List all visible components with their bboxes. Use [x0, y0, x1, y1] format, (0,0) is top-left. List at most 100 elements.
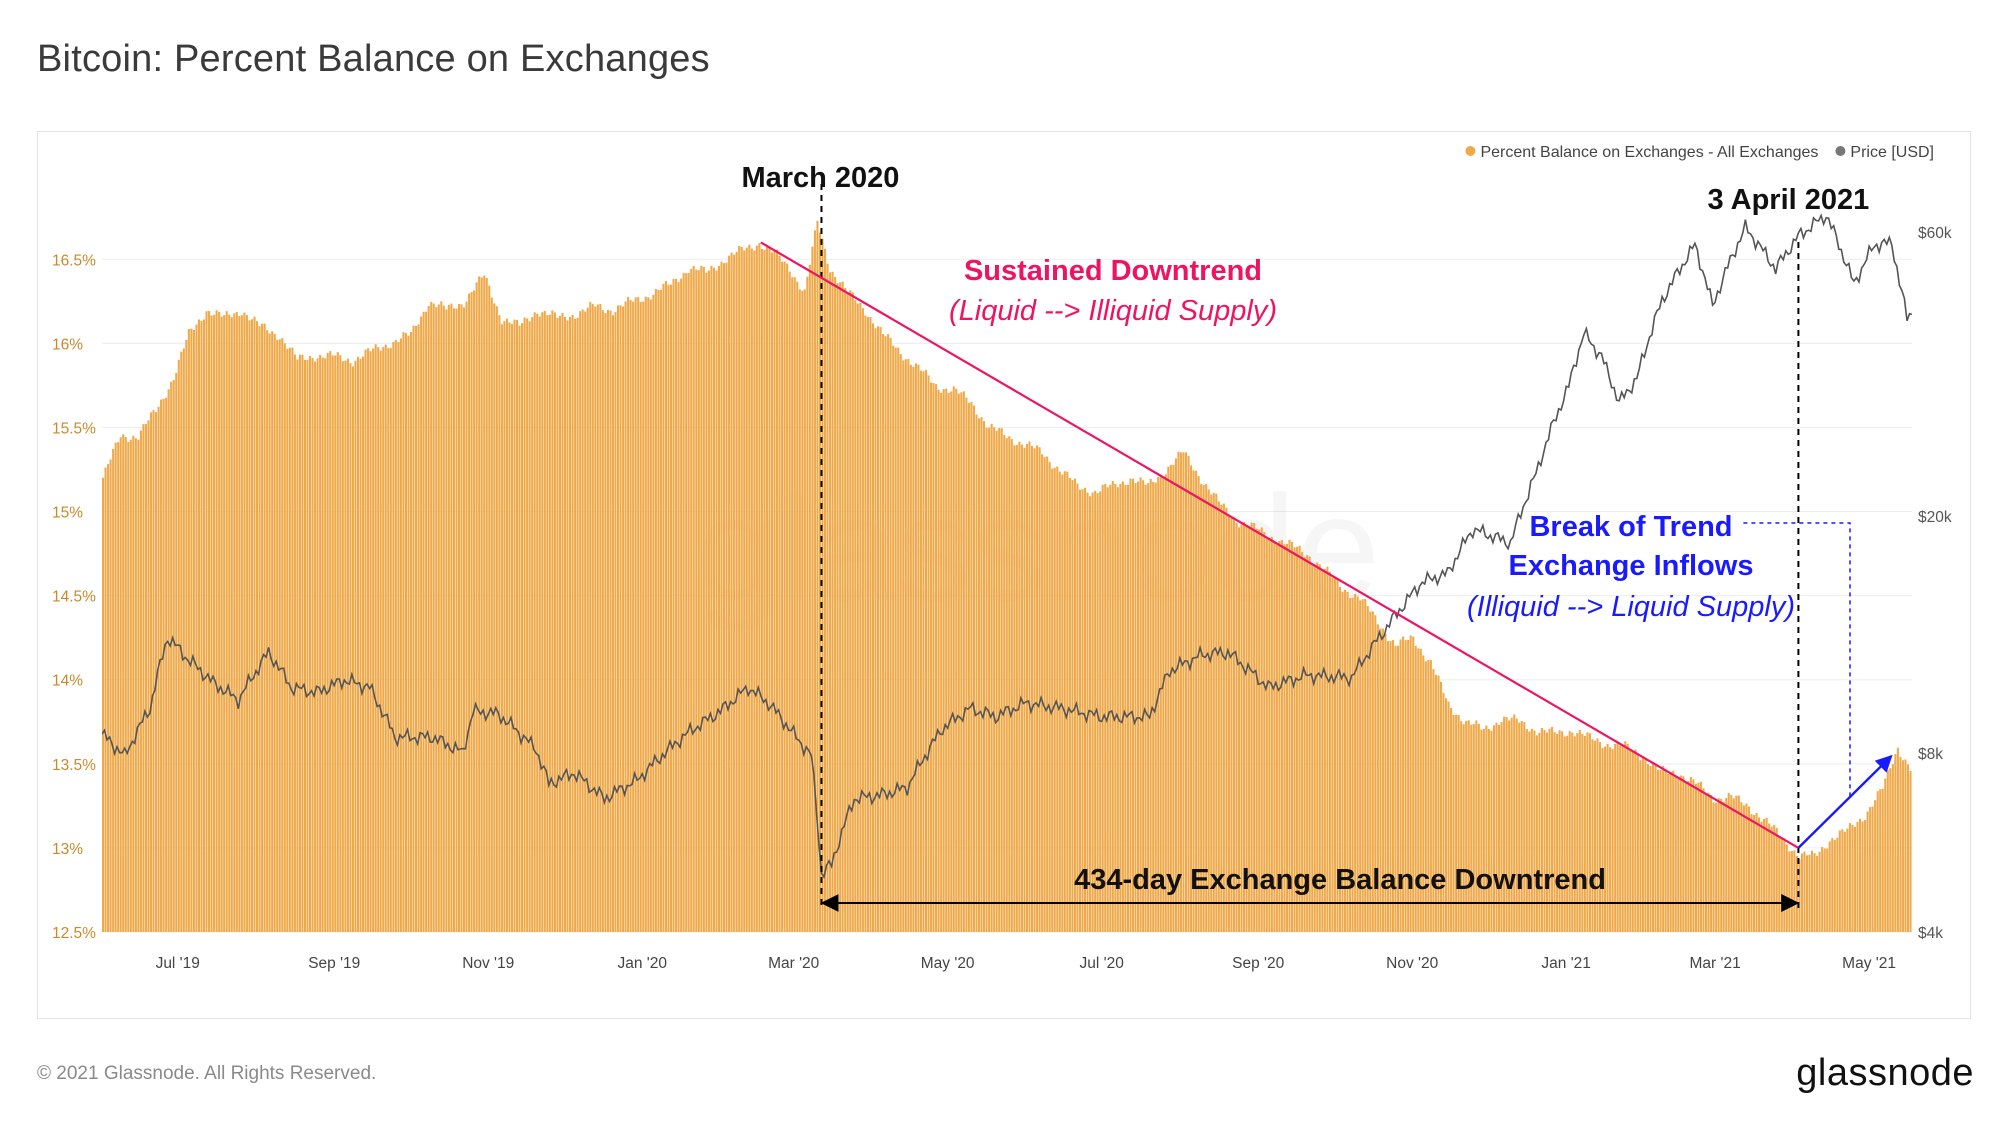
balance-bar: [844, 287, 847, 932]
balance-bar: [339, 355, 342, 932]
balance-bar: [1909, 770, 1912, 932]
balance-bar: [296, 359, 299, 932]
balance-bar: [1326, 566, 1329, 932]
balance-bar: [962, 391, 965, 932]
balance-bar: [1144, 484, 1147, 932]
y-left-tick-label: 12.5%: [52, 925, 96, 942]
break-of-trend-arrow: [1797, 754, 1893, 849]
price-line-path: [102, 213, 1912, 879]
balance-bar: [291, 347, 294, 932]
balance-bar: [1399, 639, 1402, 932]
balance-bar: [675, 278, 678, 932]
balance-bar: [1508, 720, 1511, 932]
balance-bar: [975, 414, 978, 932]
balance-bar: [1278, 541, 1281, 932]
balance-bar: [286, 348, 289, 932]
y-left-tick-label: 14%: [52, 673, 83, 690]
balance-bar: [255, 321, 259, 932]
balance-bar: [1588, 733, 1591, 932]
balance-bar: [1328, 571, 1331, 932]
balance-bar: [1510, 717, 1513, 932]
balance-bar: [743, 250, 746, 932]
balance-bar: [341, 361, 344, 932]
balance-bar: [1129, 478, 1132, 932]
balance-bar: [591, 303, 594, 932]
balance-bar: [480, 277, 483, 932]
balance-bar: [1427, 659, 1430, 932]
balance-bar: [1490, 730, 1493, 932]
balance-bar: [1604, 746, 1607, 932]
balance-bar: [1159, 475, 1162, 932]
balance-bar: [1253, 523, 1256, 932]
balance-bar: [690, 268, 693, 932]
balance-bar: [606, 309, 609, 932]
balance-bar: [1770, 826, 1773, 932]
balance-bar: [1644, 758, 1647, 932]
balance-bar: [1800, 853, 1803, 932]
balance-bar: [548, 314, 551, 932]
balance-bar: [503, 321, 506, 932]
balance-bar: [566, 320, 569, 932]
balance-bar: [311, 358, 314, 932]
balance-bar: [1692, 779, 1695, 932]
balance-bar: [1503, 716, 1506, 932]
balance-bar: [712, 267, 715, 932]
balance-bar: [1853, 826, 1857, 932]
balance-bar: [902, 360, 905, 932]
balance-bar: [1142, 480, 1145, 932]
balance-bar: [243, 312, 246, 932]
balance-bar: [942, 389, 945, 932]
x-tick-label: Jan '21: [1541, 955, 1591, 972]
sustained-downtrend-subtitle: (Liquid --> Illiquid Supply): [949, 295, 1277, 327]
balance-bar: [624, 301, 627, 932]
balance-bar: [1833, 840, 1836, 932]
balance-bar: [253, 316, 256, 932]
balance-bar: [1629, 750, 1632, 932]
balance-bar: [1455, 714, 1458, 932]
balance-bar: [1296, 546, 1299, 932]
break-of-trend-subtitle: (Illiquid --> Liquid Supply): [1467, 591, 1795, 623]
balance-bar: [558, 315, 561, 932]
balance-bar: [561, 312, 564, 932]
x-tick-label: Nov '20: [1386, 955, 1438, 972]
balance-bar: [644, 296, 647, 932]
balance-bar: [1041, 454, 1044, 932]
balance-bar: [495, 306, 498, 932]
march-2020-label: March 2020: [741, 162, 899, 194]
balance-bar: [876, 326, 880, 932]
balance-bar: [298, 354, 301, 932]
balance-bar: [1573, 736, 1576, 932]
balance-bar: [283, 343, 286, 932]
balance-bar: [155, 412, 158, 932]
balance-bar: [1149, 479, 1152, 932]
balance-bar: [1467, 720, 1470, 932]
x-tick-label: Sep '19: [308, 955, 360, 972]
balance-bar: [723, 263, 726, 932]
balance-bar: [319, 354, 322, 932]
balance-bar: [1838, 830, 1841, 932]
annotations: March 2020 3 April 2021 Sustained Downtr…: [741, 162, 1893, 912]
balance-bar: [1611, 749, 1614, 932]
balance-bar: [1540, 727, 1543, 932]
balance-bar: [945, 388, 948, 932]
balance-bar: [1167, 466, 1170, 932]
balance-bar: [796, 281, 799, 932]
balance-bar: [440, 301, 443, 932]
balance-bar: [871, 323, 875, 932]
balance-bar: [107, 464, 110, 932]
balance-bar: [1250, 522, 1253, 932]
balance-bar: [369, 351, 372, 932]
balance-bar: [114, 442, 117, 932]
balance-bar: [914, 363, 917, 932]
balance-bar: [1631, 750, 1634, 932]
balance-bar: [584, 311, 587, 932]
balance-bar: [435, 307, 438, 932]
balance-bar: [1376, 624, 1379, 932]
balance-bar: [768, 247, 771, 932]
balance-bar: [488, 285, 491, 932]
balance-bar: [1275, 544, 1278, 932]
balance-bar: [1558, 730, 1561, 932]
balance-bar: [1422, 655, 1425, 932]
balance-bar: [1523, 722, 1526, 932]
balance-bar: [773, 251, 776, 932]
